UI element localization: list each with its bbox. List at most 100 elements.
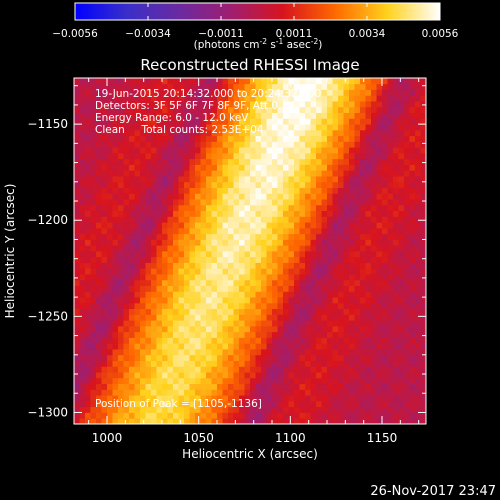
- heatmap-cell: [167, 377, 174, 385]
- heatmap-cell: [349, 383, 355, 390]
- heatmap-cell: [90, 268, 97, 275]
- heatmap-cell: [206, 285, 212, 292]
- heatmap-cell: [382, 377, 388, 385]
- heatmap-cell: [195, 89, 201, 96]
- heatmap-cell: [382, 400, 388, 408]
- heatmap-cell: [239, 256, 245, 263]
- heatmap-cell: [151, 118, 157, 125]
- heatmap-cell: [316, 412, 322, 419]
- heatmap-cell: [162, 274, 168, 281]
- heatmap-cell: [184, 199, 190, 206]
- heatmap-cell: [200, 147, 207, 154]
- heatmap-cell: [272, 383, 278, 390]
- heatmap-cell: [96, 83, 102, 90]
- heatmap-cell: [266, 222, 273, 229]
- heatmap-cell: [101, 164, 108, 171]
- heatmap-cell: [173, 118, 179, 125]
- heatmap-cell: [239, 331, 245, 338]
- heatmap-cell: [228, 274, 234, 281]
- heatmap-cell: [387, 199, 394, 206]
- heatmap-cell: [107, 251, 113, 258]
- heatmap-cell: [415, 170, 421, 177]
- heatmap-cell: [299, 101, 306, 108]
- heatmap-cell: [266, 158, 273, 165]
- heatmap-cell: [332, 170, 339, 177]
- heatmap-cell: [206, 118, 212, 125]
- heatmap-cell: [239, 395, 245, 402]
- heatmap-cell: [376, 135, 383, 142]
- heatmap-cell: [343, 101, 350, 108]
- heatmap-cell: [349, 216, 355, 223]
- heatmap-cell: [376, 308, 383, 315]
- heatmap-cell: [96, 314, 102, 321]
- heatmap-cell: [74, 349, 80, 356]
- heatmap-cell: [189, 400, 196, 408]
- heatmap-cell: [74, 95, 80, 102]
- heatmap-cell: [118, 377, 124, 385]
- heatmap-cell: [195, 418, 201, 424]
- heatmap-cell: [184, 354, 190, 361]
- heatmap-cell: [140, 78, 146, 85]
- heatmap-cell: [151, 291, 157, 298]
- heatmap-cell: [189, 406, 196, 413]
- heatmap-cell: [200, 152, 207, 160]
- heatmap-cell: [272, 158, 278, 165]
- heatmap-cell: [85, 227, 91, 235]
- heatmap-cell: [217, 314, 223, 321]
- heatmap-cell: [184, 349, 190, 356]
- heatmap-cell: [118, 320, 124, 327]
- heatmap-cell: [409, 251, 416, 258]
- heatmap-cell: [118, 297, 124, 304]
- heatmap-cell: [211, 337, 218, 344]
- heatmap-cell: [338, 164, 344, 171]
- heatmap-cell: [316, 89, 322, 96]
- heatmap-cell: [409, 349, 416, 356]
- heatmap-cell: [173, 320, 179, 327]
- heatmap-cell: [365, 210, 372, 217]
- heatmap-cell: [200, 337, 207, 344]
- heatmap-cell: [294, 251, 300, 258]
- heatmap-cell: [189, 366, 196, 373]
- heatmap-cell: [189, 389, 196, 396]
- heatmap-cell: [409, 158, 416, 165]
- heatmap-cell: [266, 210, 273, 217]
- heatmap-cell: [217, 199, 223, 206]
- tick-label: −1150: [27, 117, 68, 131]
- heatmap-cell: [360, 349, 366, 356]
- heatmap-cell: [228, 400, 234, 408]
- heatmap-cell: [382, 78, 388, 85]
- heatmap-cell: [189, 193, 196, 200]
- heatmap-cell: [217, 337, 223, 344]
- heatmap-cell: [140, 158, 146, 165]
- heatmap-cell: [255, 274, 262, 281]
- heatmap-cell: [255, 337, 262, 344]
- heatmap-cell: [151, 349, 157, 356]
- heatmap-cell: [134, 181, 141, 188]
- heatmap-cell: [107, 199, 113, 206]
- heatmap-cell: [112, 400, 119, 408]
- heatmap-cell: [189, 222, 196, 229]
- heatmap-cell: [360, 372, 366, 379]
- heatmap-cell: [338, 233, 344, 240]
- heatmap-cell: [316, 320, 322, 327]
- heatmap-cell: [343, 262, 350, 269]
- heatmap-cell: [123, 170, 130, 177]
- heatmap-cell: [393, 377, 399, 385]
- heatmap-cell: [305, 331, 311, 338]
- heatmap-cell: [250, 320, 256, 327]
- heatmap-cell: [283, 251, 289, 258]
- heatmap-cell: [134, 291, 141, 298]
- heatmap-cell: [140, 274, 146, 281]
- heatmap-cell: [211, 210, 218, 217]
- heatmap-cell: [255, 395, 262, 402]
- heatmap-cell: [129, 222, 135, 229]
- heatmap-cell: [101, 302, 108, 310]
- heatmap-cell: [316, 106, 322, 113]
- heatmap-cell: [349, 199, 355, 206]
- heatmap-cell: [272, 337, 278, 344]
- heatmap-cell: [118, 360, 124, 367]
- heatmap-cell: [266, 112, 273, 119]
- heatmap-cell: [156, 118, 163, 125]
- heatmap-cell: [211, 291, 218, 298]
- heatmap-cell: [184, 216, 190, 223]
